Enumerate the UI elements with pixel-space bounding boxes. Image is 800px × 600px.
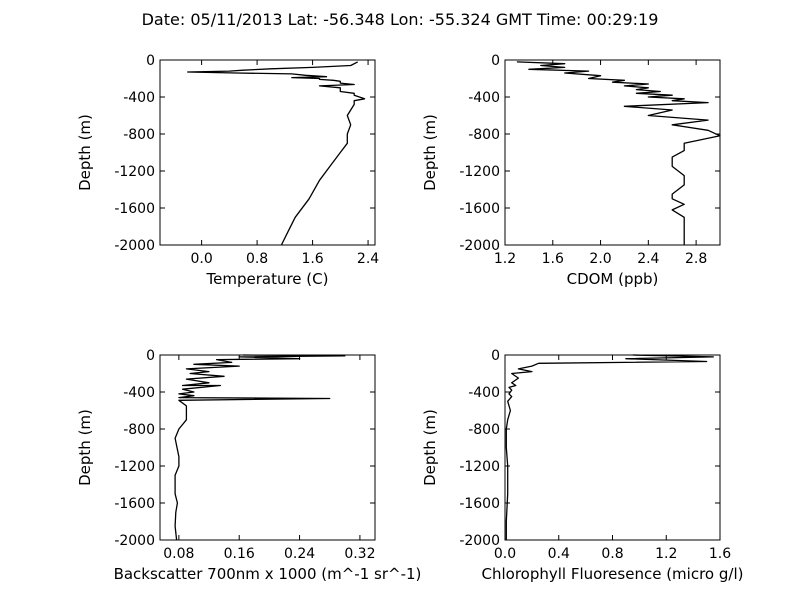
y-axis-label: Depth (m) <box>76 409 94 486</box>
y-tick-label: -1200 <box>114 459 155 475</box>
y-tick-label: 0 <box>491 53 500 69</box>
x-tick-label: 0.4 <box>548 546 570 562</box>
chart-title: Date: 05/11/2013 Lat: -56.348 Lon: -55.3… <box>142 10 659 29</box>
y-tick-label: -400 <box>468 385 500 401</box>
y-tick-label: -400 <box>123 385 155 401</box>
y-tick-label: 0 <box>491 348 500 364</box>
x-tick-label: 2.0 <box>589 251 611 267</box>
y-tick-label: 0 <box>146 53 155 69</box>
x-tick-label: 2.8 <box>685 251 707 267</box>
x-tick-label: 1.2 <box>494 251 516 267</box>
plot-frame <box>159 354 376 541</box>
y-axis-label: Depth (m) <box>421 114 439 191</box>
y-tick-label: -1600 <box>114 201 155 217</box>
x-tick-label: 0.08 <box>163 546 194 562</box>
series-line-1 <box>174 354 346 541</box>
y-tick-label: -2000 <box>114 533 155 549</box>
x-tick-label: 2.4 <box>637 251 659 267</box>
y-tick-label: -1600 <box>114 496 155 512</box>
x-axis-label: Backscatter 700nm x 1000 (m^-1 sr^-1) <box>114 565 422 583</box>
chart-panel-4: 0.0 0.4 0.8 1.2 1.6 0 -400 -800 -1200 -1600 -2000 C… <box>421 348 743 583</box>
plot-frame <box>504 354 721 541</box>
x-tick-label: 0.24 <box>284 546 315 562</box>
x-tick-label: 1.6 <box>709 546 731 562</box>
y-tick-label: -1200 <box>114 164 155 180</box>
y-tick-label: -2000 <box>459 238 500 254</box>
series-line-1 <box>505 354 714 540</box>
plot-frame <box>504 59 721 246</box>
x-tick-label: 0.0 <box>190 251 212 267</box>
series-line-1 <box>516 61 721 245</box>
chart-panel-3: 0.08 0.16 0.24 0.32 0 -400 -800 -1200 -1600 -2000… <box>76 348 421 583</box>
plot-frame <box>159 59 376 246</box>
y-tick-label: -1600 <box>459 496 500 512</box>
x-tick-label: 1.6 <box>542 251 564 267</box>
y-tick-label: -800 <box>123 127 155 143</box>
x-tick-label: 0.16 <box>224 546 255 562</box>
x-tick-label: 0.32 <box>344 546 375 562</box>
y-tick-label: -1200 <box>459 164 500 180</box>
x-tick-label: 0.8 <box>246 251 268 267</box>
y-tick-label: -400 <box>123 90 155 106</box>
x-tick-label: 0.0 <box>494 546 516 562</box>
series-line-1 <box>187 61 366 246</box>
x-tick-label: 1.6 <box>301 251 323 267</box>
x-axis-label: CDOM (ppb) <box>567 270 659 288</box>
chart-panel-2: 1.2 1.6 2.0 2.4 2.8 0 -400 -800 -1200 -1600 -2000 C… <box>421 53 721 288</box>
x-axis-label: Chlorophyll Fluoresence (micro g/l) <box>482 565 744 583</box>
y-tick-label: -1200 <box>459 459 500 475</box>
y-tick-label: -800 <box>123 422 155 438</box>
x-axis-label: Temperature (C) <box>206 270 329 288</box>
x-tick-label: 2.4 <box>357 251 379 267</box>
chart-panel-1: 0.0 0.8 1.6 2.4 0 -400 -800 -1200 -1600 -2000 Temp… <box>76 53 379 288</box>
y-tick-label: -800 <box>468 422 500 438</box>
y-tick-label: -800 <box>468 127 500 143</box>
x-tick-label: 0.8 <box>601 546 623 562</box>
y-tick-label: -2000 <box>114 238 155 254</box>
y-axis-label: Depth (m) <box>76 114 94 191</box>
y-axis-label: Depth (m) <box>421 409 439 486</box>
x-tick-label: 1.2 <box>655 546 677 562</box>
y-tick-label: 0 <box>146 348 155 364</box>
y-tick-label: -1600 <box>459 201 500 217</box>
y-tick-label: -2000 <box>459 533 500 549</box>
y-tick-label: -400 <box>468 90 500 106</box>
